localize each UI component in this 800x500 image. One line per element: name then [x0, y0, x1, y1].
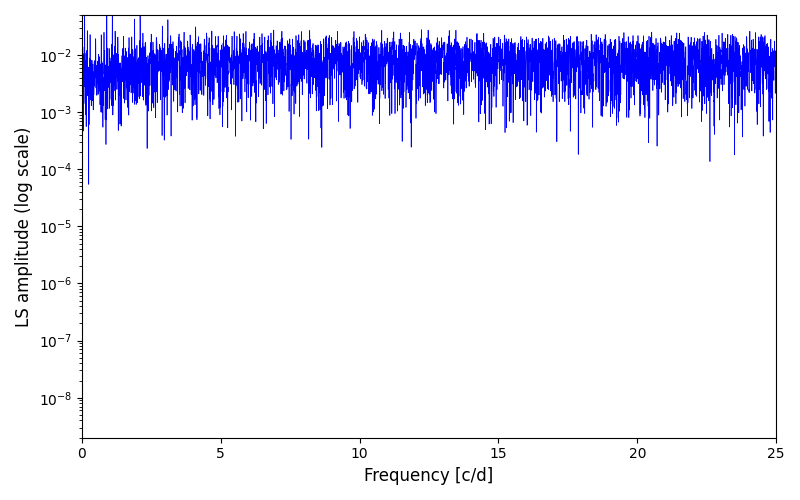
Y-axis label: LS amplitude (log scale): LS amplitude (log scale) [15, 126, 33, 326]
X-axis label: Frequency [c/d]: Frequency [c/d] [364, 467, 494, 485]
